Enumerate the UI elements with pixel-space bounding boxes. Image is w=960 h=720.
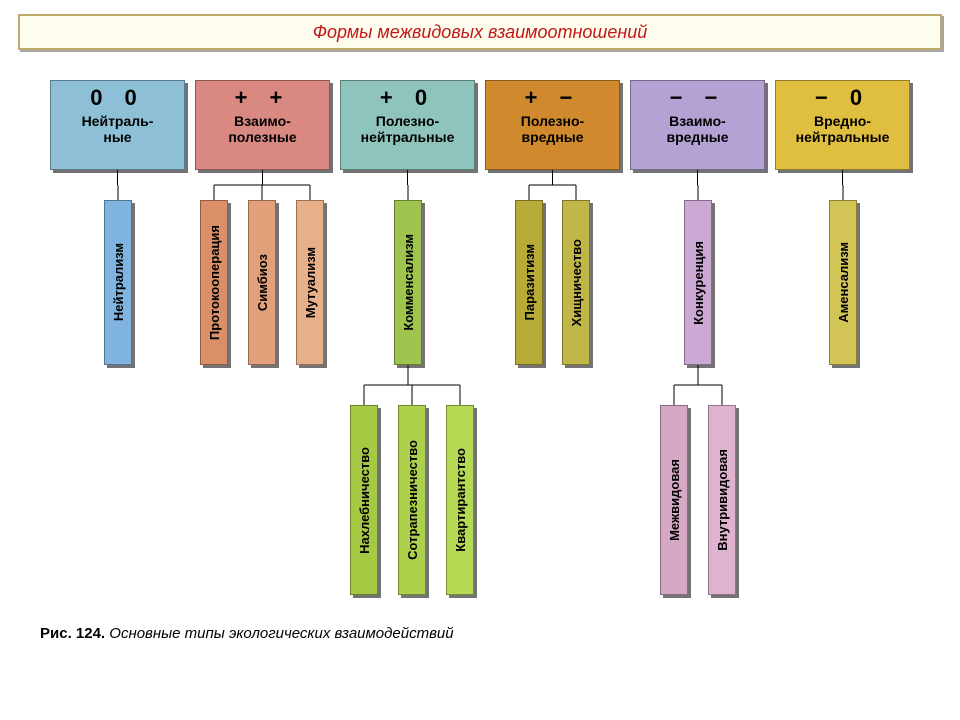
subsubtype-label: Межвидовая bbox=[667, 453, 682, 547]
subtype-label: Протокооперация bbox=[207, 219, 222, 346]
subtype-label: Комменсализм bbox=[401, 228, 416, 337]
category-label: Вредно-нейтральные bbox=[776, 111, 909, 145]
category-box: − 0Вредно-нейтральные bbox=[775, 80, 910, 170]
diagram-canvas: 0 0Нейтраль-ные+ +Взаимо-полезные+ 0Поле… bbox=[40, 80, 920, 640]
subsubtype-label: Квартирантство bbox=[453, 442, 468, 558]
figure-caption: Рис. 124. Основные типы экологических вз… bbox=[40, 625, 454, 642]
caption-text: Основные типы экологических взаимодейств… bbox=[109, 625, 453, 642]
category-symbols: + − bbox=[486, 81, 619, 111]
page-title: Формы межвидовых взаимоотношений bbox=[313, 22, 648, 43]
category-label: Полезно-нейтральные bbox=[341, 111, 474, 145]
subtype-label: Конкуренция bbox=[691, 235, 706, 331]
subtype-bar: Нейтрализм bbox=[104, 200, 132, 365]
subtype-bar: Паразитизм bbox=[515, 200, 543, 365]
subtype-label: Хищничество bbox=[569, 233, 584, 332]
subtype-label: Паразитизм bbox=[522, 238, 537, 326]
category-label: Полезно-вредные bbox=[486, 111, 619, 145]
subsubtype-label: Внутривидовая bbox=[715, 443, 730, 557]
category-box: + 0Полезно-нейтральные bbox=[340, 80, 475, 170]
subtype-bar: Мутуализм bbox=[296, 200, 324, 365]
subsubtype-bar: Внутривидовая bbox=[708, 405, 736, 595]
subsubtype-bar: Сотрапезничество bbox=[398, 405, 426, 595]
subsubtype-bar: Межвидовая bbox=[660, 405, 688, 595]
subsubtype-bar: Нахлебничество bbox=[350, 405, 378, 595]
title-bar: Формы межвидовых взаимоотношений bbox=[18, 14, 942, 50]
subtype-label: Аменсализм bbox=[836, 236, 851, 329]
subtype-label: Нейтрализм bbox=[111, 237, 126, 327]
category-label: Нейтраль-ные bbox=[51, 111, 184, 145]
subtype-bar: Хищничество bbox=[562, 200, 590, 365]
subtype-bar: Аменсализм bbox=[829, 200, 857, 365]
subsubtype-label: Нахлебничество bbox=[357, 441, 372, 560]
category-label: Взаимо-вредные bbox=[631, 111, 764, 145]
caption-prefix: Рис. 124. bbox=[40, 625, 105, 642]
category-symbols: 0 0 bbox=[51, 81, 184, 111]
category-symbols: − − bbox=[631, 81, 764, 111]
subsubtype-label: Сотрапезничество bbox=[405, 434, 420, 566]
category-box: + +Взаимо-полезные bbox=[195, 80, 330, 170]
category-box: − −Взаимо-вредные bbox=[630, 80, 765, 170]
category-box: + −Полезно-вредные bbox=[485, 80, 620, 170]
subtype-bar: Симбиоз bbox=[248, 200, 276, 365]
subtype-bar: Конкуренция bbox=[684, 200, 712, 365]
category-symbols: + 0 bbox=[341, 81, 474, 111]
subtype-label: Мутуализм bbox=[303, 241, 318, 324]
category-label: Взаимо-полезные bbox=[196, 111, 329, 145]
subtype-bar: Протокооперация bbox=[200, 200, 228, 365]
subsubtype-bar: Квартирантство bbox=[446, 405, 474, 595]
category-box: 0 0Нейтраль-ные bbox=[50, 80, 185, 170]
subtype-label: Симбиоз bbox=[255, 248, 270, 317]
subtype-bar: Комменсализм bbox=[394, 200, 422, 365]
category-symbols: + + bbox=[196, 81, 329, 111]
category-symbols: − 0 bbox=[776, 81, 909, 111]
